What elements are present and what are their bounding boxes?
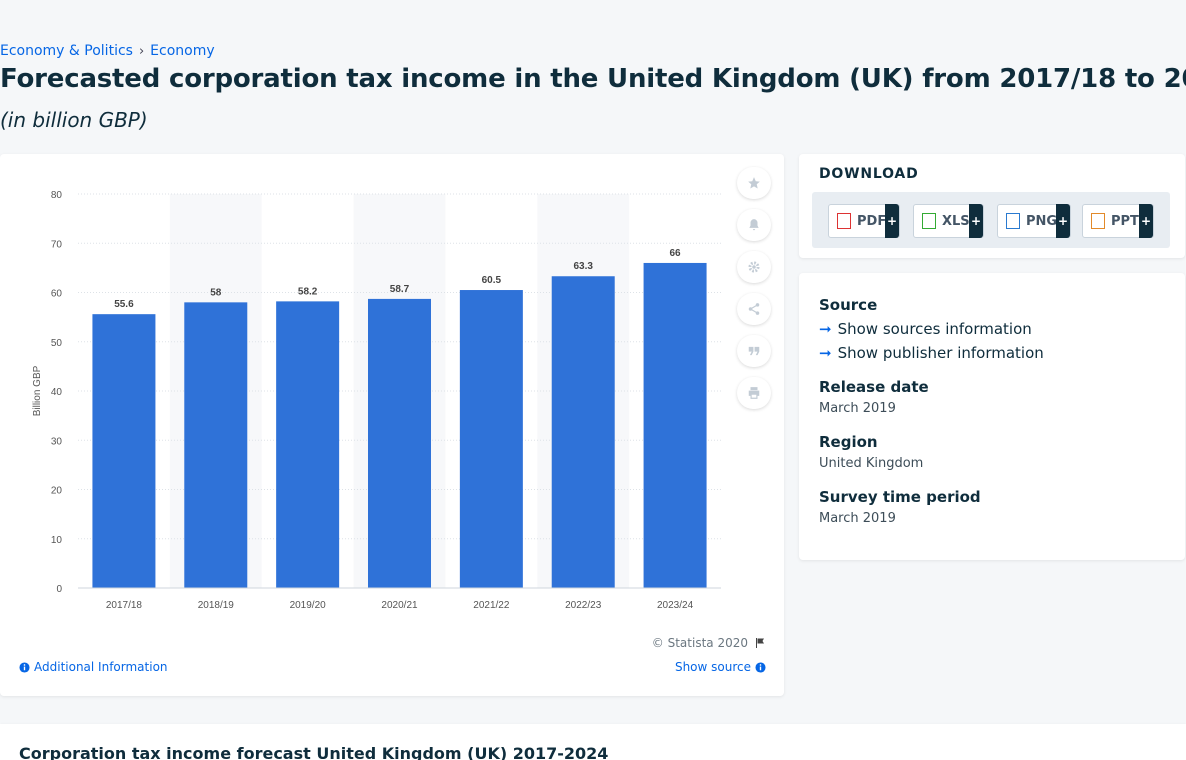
show-source-link[interactable]: Show source (675, 660, 766, 674)
download-xls-label: XLS (942, 213, 970, 229)
show-publisher-label: Show publisher information (837, 344, 1044, 362)
download-ppt-button[interactable]: PPT + (1082, 204, 1154, 238)
pdf-file-icon (837, 213, 851, 229)
bottom-title: Corporation tax income forecast United K… (19, 744, 609, 760)
info-icon (755, 661, 766, 673)
download-title: DOWNLOAD (819, 166, 919, 182)
additional-information-label: Additional Information (34, 660, 168, 674)
show-source-label: Show source (674, 660, 751, 674)
bar (643, 262, 707, 588)
print-button[interactable] (737, 377, 771, 409)
y-tick-label: 20 (51, 486, 63, 497)
bar (92, 314, 156, 588)
data-label: 63.3 (573, 261, 593, 272)
bell-icon (749, 219, 759, 231)
source-heading: Source (819, 296, 878, 314)
y-tick-label: 0 (56, 584, 62, 595)
region-heading: Region (819, 433, 878, 451)
y-axis-label: Billion GBP (32, 365, 43, 416)
png-file-icon (1006, 213, 1020, 229)
settings-button[interactable] (737, 251, 771, 283)
breadcrumb-separator: › (138, 43, 145, 59)
y-tick-label: 50 (51, 338, 63, 349)
share-icon (748, 303, 760, 315)
notification-button[interactable] (737, 209, 771, 241)
ppt-file-icon (1091, 213, 1105, 229)
flag-icon[interactable] (754, 637, 766, 649)
breadcrumb-economy-politics[interactable]: Economy & Politics (0, 43, 133, 59)
download-pdf-button[interactable]: PDF + (828, 204, 900, 238)
chart-toolbar (737, 167, 771, 409)
y-tick-label: 60 (51, 289, 63, 300)
download-pdf-label: PDF (857, 213, 887, 229)
breadcrumb-economy[interactable]: Economy (150, 43, 215, 59)
x-tick-label: 2017/18 (106, 600, 143, 611)
survey-period-heading: Survey time period (819, 488, 981, 506)
star-icon (748, 177, 760, 189)
x-tick-label: 2020/21 (381, 600, 418, 611)
share-button[interactable] (737, 293, 771, 325)
bottom-section: Corporation tax income forecast United K… (0, 724, 1186, 760)
page-title: Forecasted corporation tax income in the… (0, 64, 1186, 94)
y-tick-label: 30 (51, 436, 63, 447)
y-tick-label: 40 (51, 387, 63, 398)
download-xls-plus[interactable]: + (969, 204, 983, 238)
page-subtitle: (in billion GBP) (0, 108, 148, 132)
show-sources-label: Show sources information (837, 320, 1032, 338)
download-png-button[interactable]: PNG + (997, 204, 1071, 238)
xls-file-icon (922, 213, 936, 229)
release-date-heading: Release date (819, 378, 929, 396)
gear-icon (748, 261, 760, 273)
data-label: 60.5 (482, 275, 502, 286)
bar (368, 298, 431, 588)
data-label: 58 (210, 287, 222, 298)
show-publisher-link[interactable]: ➞ Show publisher information (819, 344, 1044, 362)
breadcrumb: Economy & Politics › Economy (0, 43, 215, 59)
bar (276, 301, 340, 588)
data-label: 58.2 (298, 286, 318, 297)
additional-information-link[interactable]: Additional Information (19, 660, 168, 674)
y-tick-label: 70 (51, 239, 63, 250)
x-tick-label: 2021/22 (473, 600, 510, 611)
download-ppt-plus[interactable]: + (1139, 204, 1153, 238)
download-png-label: PNG (1026, 213, 1058, 229)
copyright: © Statista 2020 (652, 636, 766, 650)
cite-button[interactable] (737, 335, 771, 367)
x-tick-label: 2023/24 (657, 600, 694, 611)
bar (551, 276, 615, 588)
download-xls-button[interactable]: XLS + (913, 204, 984, 238)
print-icon (748, 387, 760, 399)
data-label: 66 (670, 248, 682, 259)
download-bar: PDF + XLS + PNG + PPT + (812, 192, 1170, 248)
bar (459, 290, 523, 588)
y-tick-label: 80 (51, 190, 63, 201)
bar-chart: 0 10 20 30 40 50 60 70 80 Billion GBP 55.6 2017/18 5… (32, 190, 721, 611)
region-value: United Kingdom (819, 456, 924, 471)
x-tick-label: 2019/20 (290, 600, 327, 611)
release-date-value: March 2019 (819, 401, 896, 416)
show-sources-link[interactable]: ➞ Show sources information (819, 320, 1032, 338)
bar (184, 302, 248, 588)
x-tick-label: 2022/23 (565, 600, 602, 611)
data-label: 55.6 (114, 299, 134, 310)
survey-period-value: March 2019 (819, 511, 896, 526)
arrow-right-icon: ➞ (819, 344, 832, 362)
source-card: Source ➞ Show sources information ➞ Show… (799, 273, 1185, 560)
info-icon (19, 661, 30, 673)
download-png-plus[interactable]: + (1056, 204, 1070, 238)
copyright-text: © Statista 2020 (651, 636, 748, 650)
download-card: DOWNLOAD PDF + XLS + PNG + PPT + (799, 154, 1185, 258)
download-pdf-plus[interactable]: + (885, 204, 899, 238)
download-ppt-label: PPT (1111, 213, 1139, 229)
data-label: 58.7 (390, 284, 410, 295)
chart-card: 0 10 20 30 40 50 60 70 80 Billion GBP 55.6 2017/18 5… (0, 154, 784, 696)
favorite-button[interactable] (737, 167, 771, 199)
quote-icon (748, 346, 760, 356)
y-tick-label: 10 (51, 535, 63, 546)
x-tick-label: 2018/19 (198, 600, 235, 611)
arrow-right-icon: ➞ (819, 320, 832, 338)
